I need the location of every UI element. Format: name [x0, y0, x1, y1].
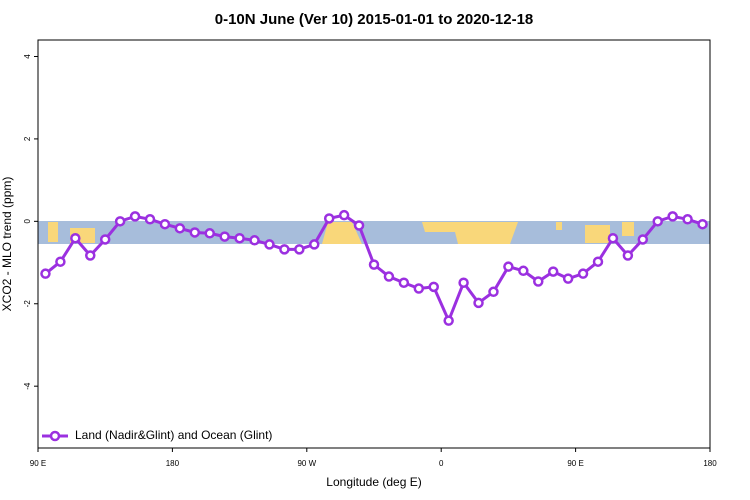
point [458, 277, 469, 288]
land [422, 222, 518, 244]
point [428, 281, 439, 293]
point [294, 244, 305, 255]
y-tick-label: -2 [23, 300, 32, 308]
point [40, 268, 51, 279]
point [697, 218, 708, 230]
y-tick-label: -4 [23, 382, 32, 390]
y-tick-label: 2 [23, 136, 32, 141]
x-tick-label: 180 [703, 459, 717, 468]
point [577, 268, 589, 279]
point [682, 214, 693, 225]
point [353, 220, 365, 231]
point [114, 216, 126, 227]
point [144, 214, 156, 225]
point [637, 234, 649, 245]
point [174, 223, 186, 234]
point [338, 209, 350, 221]
point [533, 276, 544, 287]
point [607, 232, 619, 244]
y-tick-label: 4 [23, 54, 32, 59]
point [443, 315, 454, 326]
point [264, 239, 275, 250]
legend-item: Land (Nadir&Glint) and Ocean (Glint) [42, 428, 272, 442]
point [518, 265, 529, 277]
x-tick-label: 0 [439, 459, 444, 468]
point [85, 250, 96, 261]
x-tick-label: 90 E [30, 459, 46, 468]
point [234, 232, 245, 244]
point [219, 231, 230, 242]
point [55, 256, 66, 267]
legend-marker [49, 430, 61, 442]
point [204, 228, 215, 239]
point [503, 261, 514, 272]
point [592, 256, 604, 267]
ocean-band [38, 221, 710, 244]
y-axis-label: XCO2 - MLO trend (ppm) [0, 177, 14, 312]
land [48, 222, 58, 242]
y-tick-label: 0 [23, 219, 32, 224]
point [129, 211, 141, 222]
x-tick-label: 90 E [567, 459, 583, 468]
plot-frame [37, 39, 711, 449]
point [667, 211, 678, 222]
point [398, 277, 410, 288]
land [585, 225, 610, 243]
point [383, 271, 395, 282]
x-axis-label: Longitude (deg E) [326, 475, 421, 489]
point [189, 227, 201, 238]
chart-title: 0-10N June (Ver 10) 2015-01-01 to 2020-1… [215, 11, 534, 28]
x-tick-label: 180 [166, 459, 180, 468]
legend-label: Land (Nadir&Glint) and Ocean (Glint) [75, 428, 272, 442]
point [323, 213, 335, 224]
land [622, 222, 634, 236]
point [99, 234, 111, 245]
point [249, 235, 260, 246]
point [309, 239, 320, 250]
point [368, 259, 380, 270]
point [562, 273, 574, 284]
point [652, 216, 663, 227]
point [622, 250, 634, 261]
point [70, 232, 81, 244]
point [413, 283, 425, 294]
land [556, 222, 562, 230]
point [473, 297, 484, 309]
point [279, 244, 290, 255]
x-tick-label: 90 W [297, 459, 316, 468]
point [159, 218, 171, 230]
point [488, 286, 499, 298]
point [547, 266, 559, 277]
land [322, 222, 362, 244]
background-map [38, 221, 710, 244]
